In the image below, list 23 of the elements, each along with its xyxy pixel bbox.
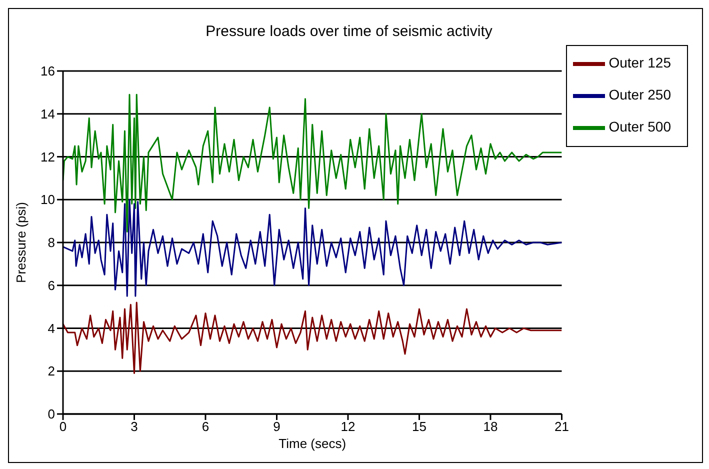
x-axis-title: Time (secs) <box>278 436 346 451</box>
y-tick-label: 12 <box>40 149 55 164</box>
x-tick-label: 0 <box>59 419 67 434</box>
y-tick-label: 10 <box>40 192 55 208</box>
legend-label: Outer 500 <box>608 118 671 135</box>
y-tick-label: 14 <box>40 106 55 122</box>
y-tick-label: 16 <box>40 64 55 79</box>
chart-title: Pressure loads over time of seismic activity <box>204 23 494 40</box>
y-tick-label: 2 <box>48 364 55 379</box>
x-tick-label: 3 <box>130 419 138 434</box>
y-tick-label: 8 <box>48 235 55 250</box>
x-tick-label: 9 <box>273 419 280 434</box>
x-tick-label: 15 <box>412 419 426 434</box>
x-tick-label: 21 <box>554 419 569 434</box>
x-tick-label: 6 <box>202 419 210 434</box>
y-tick-label: 4 <box>48 320 55 336</box>
y-tick-label: 6 <box>48 278 55 293</box>
x-tick-label: 18 <box>483 419 498 434</box>
x-tick-label: 12 <box>340 419 356 434</box>
y-axis-title: Pressure (psi) <box>14 202 29 283</box>
legend-label: Outer 250 <box>608 86 671 103</box>
y-tick-label: 0 <box>48 406 55 422</box>
legend-label: Outer 125 <box>608 54 671 71</box>
